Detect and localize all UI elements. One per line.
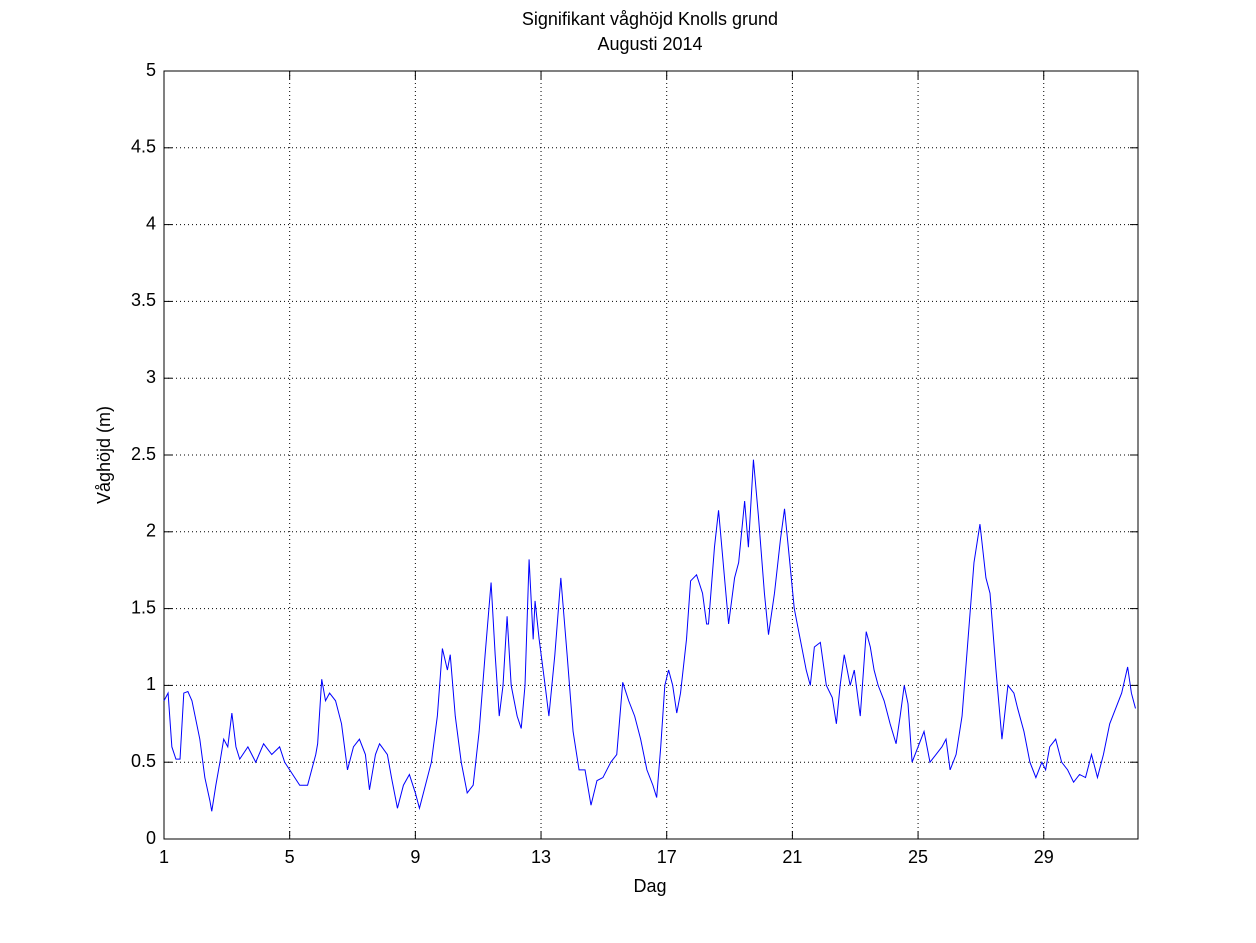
y-tick-label: 4 xyxy=(146,213,156,233)
chart-title: Signifikant våghöjd Knolls grund xyxy=(522,9,778,29)
x-axis-label: Dag xyxy=(633,876,666,896)
y-tick-label: 3.5 xyxy=(131,290,156,310)
x-tick-label: 1 xyxy=(159,847,169,867)
x-tick-label: 13 xyxy=(531,847,551,867)
plot-frame xyxy=(163,70,1139,840)
chart-subtitle: Augusti 2014 xyxy=(597,34,702,54)
x-tick-label: 9 xyxy=(410,847,420,867)
y-tick-label: 1.5 xyxy=(131,597,156,617)
y-tick-label: 2 xyxy=(146,521,156,541)
y-tick-label: 5 xyxy=(146,60,156,80)
x-tick-label: 25 xyxy=(908,847,928,867)
x-tick-label: 21 xyxy=(782,847,802,867)
y-tick-label: 1 xyxy=(146,674,156,694)
data-line xyxy=(163,459,1136,812)
y-tick-label: 0.5 xyxy=(131,751,156,771)
y-tick-label: 4.5 xyxy=(131,137,156,157)
y-tick-label: 2.5 xyxy=(131,444,156,464)
x-tick-label: 5 xyxy=(285,847,295,867)
y-axis-label: Våghöjd (m) xyxy=(94,406,114,504)
y-tick-label: 3 xyxy=(146,367,156,387)
x-tick-label: 17 xyxy=(657,847,677,867)
y-tick-label: 0 xyxy=(146,828,156,848)
x-tick-label: 29 xyxy=(1034,847,1054,867)
